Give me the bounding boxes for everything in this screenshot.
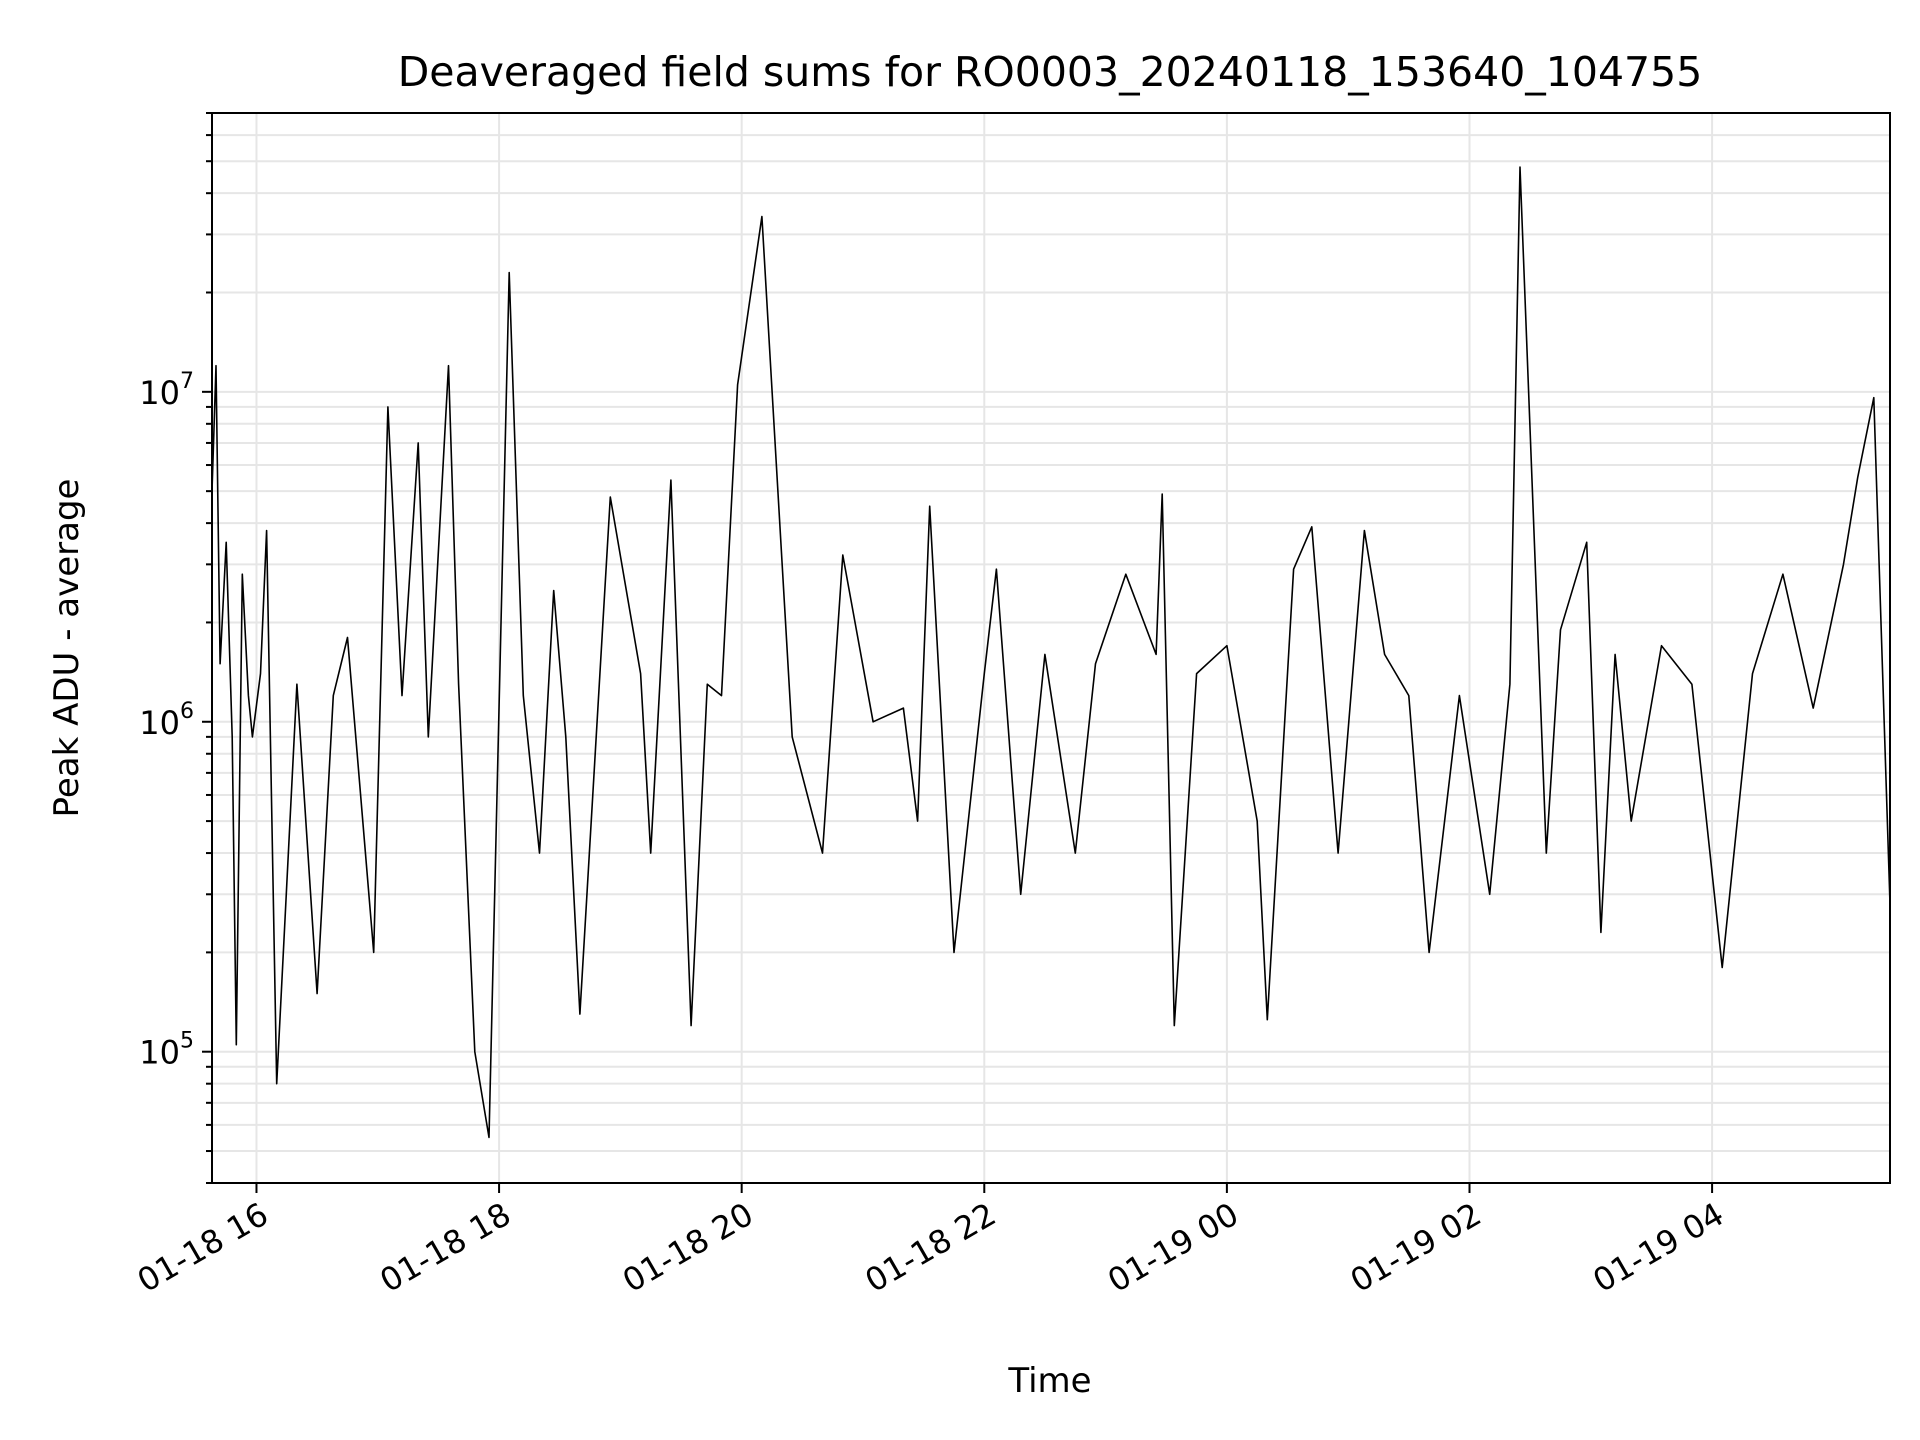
plot-frame — [211, 112, 1891, 1184]
y-tick-label: 107 — [139, 369, 194, 412]
series-layer — [211, 166, 1891, 1139]
y-tick-base: 10 — [139, 374, 180, 412]
y-tick-label: 106 — [139, 699, 194, 742]
y-tick-exponent: 6 — [180, 699, 194, 724]
y-tick-exponent: 7 — [180, 369, 194, 394]
x-axis-title: Time — [1007, 1361, 1091, 1401]
y-tick-label: 105 — [139, 1029, 194, 1072]
y-axis-title: Peak ADU - average — [47, 479, 87, 818]
chart-title: Deaveraged field sums for RO0003_2024011… — [398, 48, 1703, 96]
y-tick-base: 10 — [139, 704, 180, 742]
y-tick-exponent: 5 — [180, 1029, 194, 1054]
series-line — [211, 166, 1891, 1139]
y-tick-base: 10 — [139, 1034, 180, 1072]
grid-layer — [212, 112, 1890, 1184]
